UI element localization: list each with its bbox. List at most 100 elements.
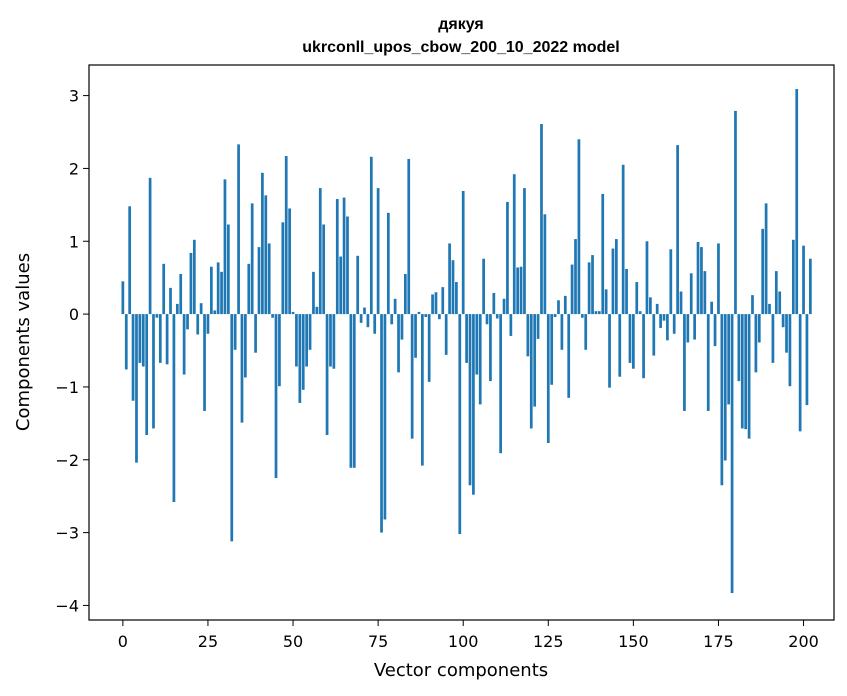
bar — [148, 177, 152, 315]
bar — [584, 314, 588, 350]
bar — [352, 314, 356, 468]
bar — [386, 212, 390, 315]
bar — [512, 174, 516, 315]
bar — [475, 314, 479, 375]
x-tick-label: 75 — [368, 632, 388, 651]
bar — [492, 292, 496, 315]
bar — [332, 314, 336, 369]
bar — [536, 314, 540, 339]
bar — [298, 314, 302, 403]
bar — [261, 172, 264, 315]
bar — [376, 188, 380, 315]
bar — [233, 314, 237, 350]
bar — [295, 314, 298, 367]
bar — [434, 292, 438, 315]
bar — [472, 314, 475, 495]
bar — [427, 314, 431, 382]
x-axis-label: Vector components — [374, 660, 548, 681]
bar — [237, 144, 240, 315]
bar — [785, 314, 788, 353]
bar — [121, 281, 125, 315]
bar — [182, 314, 186, 375]
bar — [308, 314, 312, 350]
bar — [747, 314, 751, 439]
bar — [693, 314, 696, 340]
bar — [788, 314, 792, 387]
bar — [771, 314, 775, 363]
bar — [359, 314, 363, 323]
bar — [203, 314, 206, 411]
bar — [611, 248, 615, 315]
bar — [199, 303, 203, 315]
bar — [717, 243, 720, 315]
x-tick-label: 25 — [198, 632, 218, 651]
y-tick-label: 0 — [69, 305, 79, 324]
bar — [329, 314, 332, 367]
bar — [403, 274, 407, 315]
bar — [485, 314, 489, 325]
bar — [315, 306, 319, 315]
bar — [597, 311, 601, 315]
chart-title: дякуя — [438, 16, 484, 33]
bar — [557, 300, 560, 315]
bar — [642, 314, 645, 379]
bar — [414, 314, 417, 358]
bar — [805, 314, 809, 406]
x-tick-label: 200 — [788, 632, 819, 651]
y-axis-ticks: −4 −3 −2 −1 0 1 2 3 — [55, 87, 89, 615]
bar — [325, 314, 329, 435]
bar — [186, 314, 189, 330]
bar — [478, 314, 482, 405]
bar — [196, 314, 200, 335]
y-tick-label: 2 — [69, 159, 79, 178]
bar — [506, 201, 509, 315]
y-tick-label: −4 — [55, 596, 79, 615]
bar — [438, 314, 441, 320]
bar — [206, 314, 210, 334]
bar — [441, 287, 445, 315]
bar — [574, 239, 577, 315]
bar — [710, 301, 714, 315]
bar — [523, 188, 526, 315]
bar — [791, 239, 795, 315]
bar — [737, 314, 741, 382]
bar — [339, 256, 343, 315]
bar — [666, 314, 669, 341]
x-axis-ticks: 0 25 50 75 100 125 150 175 200 — [118, 620, 819, 651]
bar — [482, 258, 485, 315]
y-tick-label: −1 — [55, 378, 79, 397]
bar — [169, 287, 172, 315]
bar — [798, 314, 802, 432]
bar — [424, 314, 428, 317]
bar — [594, 311, 598, 315]
bar — [540, 124, 543, 315]
bar — [754, 314, 758, 373]
bar — [192, 239, 196, 315]
bar — [689, 273, 693, 315]
bar — [155, 314, 159, 318]
bar — [614, 239, 618, 315]
y-tick-label: 1 — [69, 232, 79, 251]
bar — [455, 282, 458, 315]
bar — [342, 197, 346, 315]
y-tick-label: −3 — [55, 524, 79, 543]
bar — [649, 297, 652, 315]
bar — [291, 311, 295, 315]
bar — [659, 314, 662, 328]
bar — [312, 271, 315, 315]
bar — [529, 314, 533, 429]
y-tick-label: −2 — [55, 451, 79, 470]
bar — [124, 314, 128, 370]
bar — [635, 282, 639, 315]
bar — [301, 314, 305, 390]
bar — [652, 314, 656, 356]
x-tick-label: 100 — [448, 632, 479, 651]
bar — [781, 314, 785, 328]
bar — [264, 195, 268, 315]
bar — [723, 314, 727, 461]
bar — [774, 271, 778, 315]
y-axis-label: Components values — [13, 253, 34, 431]
bar — [271, 314, 274, 318]
bar — [757, 314, 761, 343]
